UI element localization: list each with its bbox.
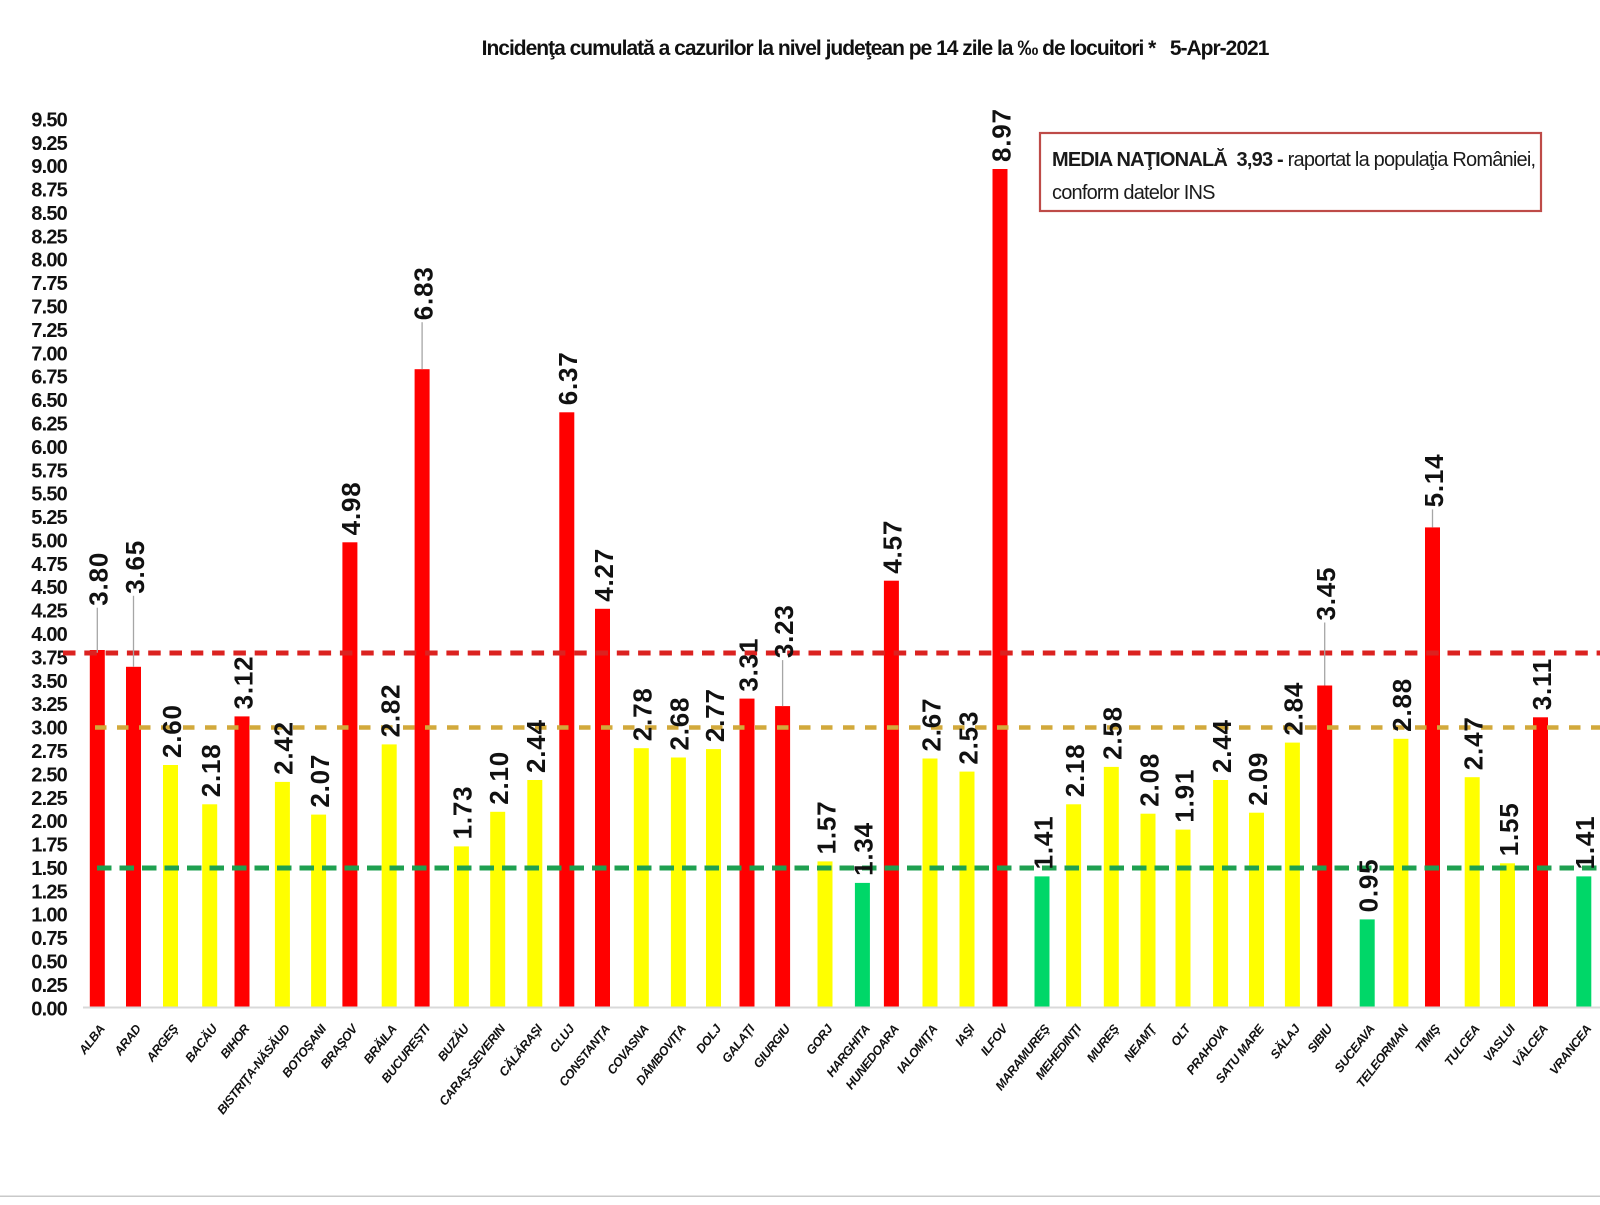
svg-text:6.25: 6.25 — [31, 414, 67, 436]
svg-text:5.75: 5.75 — [31, 460, 67, 482]
svg-text:3.65: 3.65 — [120, 540, 150, 594]
svg-text:2.18: 2.18 — [1060, 743, 1090, 797]
svg-text:3.12: 3.12 — [228, 656, 258, 710]
svg-text:2.10: 2.10 — [484, 751, 514, 805]
svg-text:6.50: 6.50 — [31, 390, 67, 412]
svg-text:1.57: 1.57 — [811, 801, 841, 855]
svg-text:2.08: 2.08 — [1134, 753, 1164, 807]
svg-text:5.25: 5.25 — [31, 507, 67, 529]
svg-text:2.58: 2.58 — [1098, 706, 1128, 760]
svg-text:2.53: 2.53 — [953, 711, 983, 765]
svg-text:1.00: 1.00 — [31, 905, 67, 927]
svg-text:4.98: 4.98 — [336, 481, 366, 535]
svg-text:3.50: 3.50 — [31, 671, 67, 693]
svg-text:1.91: 1.91 — [1169, 769, 1199, 823]
svg-text:3.45: 3.45 — [1311, 567, 1341, 621]
svg-text:5.14: 5.14 — [1419, 454, 1449, 508]
svg-text:5.50: 5.50 — [31, 484, 67, 506]
svg-text:0.00: 0.00 — [31, 998, 67, 1020]
svg-text:0.25: 0.25 — [31, 975, 67, 997]
svg-text:2.75: 2.75 — [31, 741, 67, 763]
svg-text:2.44: 2.44 — [521, 719, 551, 773]
svg-text:9.50: 9.50 — [31, 109, 67, 131]
svg-text:4.57: 4.57 — [878, 520, 908, 574]
svg-text:9.00: 9.00 — [31, 156, 67, 178]
svg-text:2.84: 2.84 — [1279, 682, 1309, 736]
svg-text:8.97: 8.97 — [986, 108, 1016, 162]
svg-text:1.41: 1.41 — [1570, 816, 1600, 870]
svg-text:2.42: 2.42 — [269, 721, 299, 775]
svg-text:1.25: 1.25 — [31, 881, 67, 903]
svg-text:2.00: 2.00 — [31, 811, 67, 833]
svg-text:4.75: 4.75 — [31, 554, 67, 576]
svg-text:2.88: 2.88 — [1387, 678, 1417, 732]
svg-text:2.78: 2.78 — [628, 687, 658, 741]
svg-text:9.25: 9.25 — [31, 133, 67, 155]
svg-text:7.25: 7.25 — [31, 320, 67, 342]
svg-text:6.75: 6.75 — [31, 367, 67, 389]
svg-text:2.60: 2.60 — [157, 704, 187, 758]
svg-text:5.00: 5.00 — [31, 531, 67, 553]
svg-text:6.83: 6.83 — [408, 266, 438, 320]
svg-text:4.25: 4.25 — [31, 601, 67, 623]
svg-text:1.34: 1.34 — [849, 822, 879, 876]
svg-text:8.75: 8.75 — [31, 180, 67, 202]
svg-text:2.18: 2.18 — [196, 743, 226, 797]
svg-text:1.41: 1.41 — [1028, 816, 1058, 870]
svg-text:2.09: 2.09 — [1243, 752, 1273, 806]
svg-text:3.80: 3.80 — [84, 552, 114, 606]
svg-text:7.75: 7.75 — [31, 273, 67, 295]
svg-text:2.44: 2.44 — [1207, 719, 1237, 773]
svg-text:2.67: 2.67 — [916, 698, 946, 752]
svg-text:8.25: 8.25 — [31, 226, 67, 248]
svg-text:3.23: 3.23 — [769, 604, 799, 658]
svg-text:4.00: 4.00 — [31, 624, 67, 646]
svg-text:8.50: 8.50 — [31, 203, 67, 225]
svg-text:3.11: 3.11 — [1527, 658, 1557, 710]
svg-text:1.73: 1.73 — [448, 786, 478, 840]
svg-text:3.75: 3.75 — [31, 647, 67, 669]
svg-text:conform datelor INS: conform datelor INS — [1052, 182, 1215, 204]
svg-text:4.50: 4.50 — [31, 577, 67, 599]
svg-text:2.25: 2.25 — [31, 788, 67, 810]
svg-text:0.50: 0.50 — [31, 952, 67, 974]
svg-text:7.00: 7.00 — [31, 343, 67, 365]
svg-text:3.25: 3.25 — [31, 694, 67, 716]
svg-text:1.75: 1.75 — [31, 835, 67, 857]
svg-text:1.50: 1.50 — [31, 858, 67, 880]
svg-text:6.37: 6.37 — [553, 351, 583, 405]
svg-text:0.75: 0.75 — [31, 928, 67, 950]
svg-text:Incidenţa cumulată a cazurilor: Incidenţa cumulată a cazurilor la nivel … — [482, 37, 1270, 60]
svg-text:MEDIA NAŢIONALĂ 3,93 - raport: MEDIA NAŢIONALĂ 3,93 - raportat la popul… — [1052, 148, 1535, 171]
svg-text:7.50: 7.50 — [31, 297, 67, 319]
svg-text:6.00: 6.00 — [31, 437, 67, 459]
svg-text:2.50: 2.50 — [31, 764, 67, 786]
svg-text:2.68: 2.68 — [665, 697, 695, 751]
svg-text:2.07: 2.07 — [305, 754, 335, 808]
svg-text:3.31: 3.31 — [733, 638, 763, 692]
svg-text:1.55: 1.55 — [1494, 802, 1524, 856]
svg-text:2.82: 2.82 — [376, 684, 406, 738]
svg-text:4.27: 4.27 — [589, 548, 619, 602]
svg-text:8.00: 8.00 — [31, 250, 67, 272]
svg-text:2.77: 2.77 — [700, 688, 730, 742]
svg-text:2.47: 2.47 — [1459, 716, 1489, 770]
svg-text:3.00: 3.00 — [31, 718, 67, 740]
svg-text:0.95: 0.95 — [1354, 859, 1384, 913]
